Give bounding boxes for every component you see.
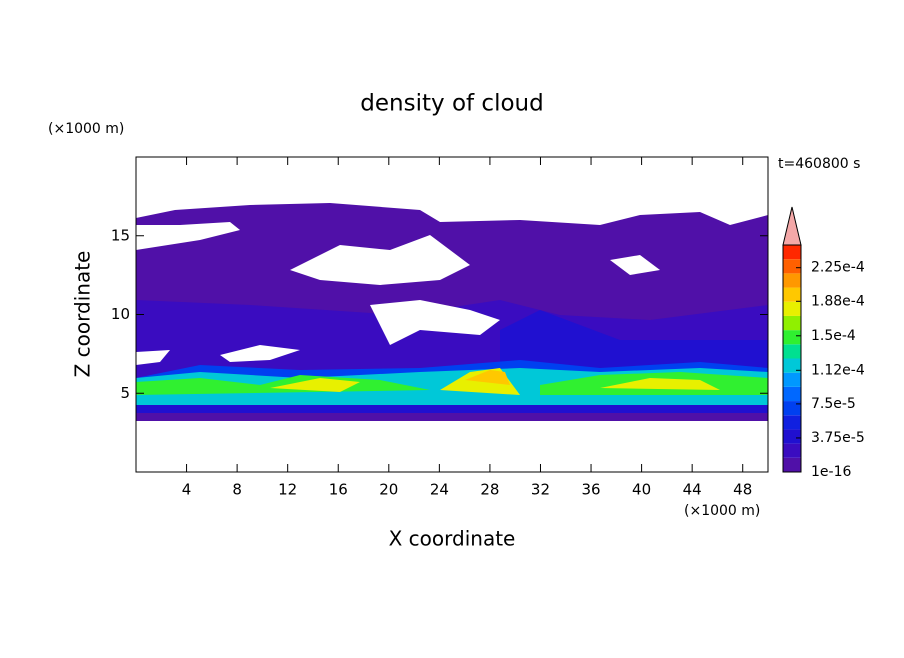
colorbar-frame — [782, 244, 802, 473]
lower-cloud — [600, 378, 720, 390]
y-tick-label: 5 — [120, 384, 130, 402]
x-unit: (×1000 m) — [684, 503, 760, 519]
x-tick-label: 8 — [232, 481, 242, 499]
x-tick-label: 24 — [430, 481, 449, 499]
colorbar-band — [783, 443, 801, 458]
colorbar-band — [783, 245, 801, 260]
colorbar-tick-label: 7.5e-5 — [811, 396, 856, 412]
colorbar-tick-label: 2.25e-4 — [811, 260, 865, 276]
colorbar-band — [783, 386, 801, 402]
colorbar-band — [783, 287, 801, 302]
x-tick-label: 32 — [531, 481, 550, 499]
colorbar-band — [783, 273, 801, 288]
x-tick-label: 36 — [581, 481, 600, 499]
chart-title: density of cloud — [360, 91, 543, 117]
colorbar-band — [783, 429, 801, 444]
time-label: t=460800 s — [778, 156, 860, 172]
colorbar-tick-label: 1e-16 — [811, 464, 851, 480]
lower-cloud — [136, 413, 768, 421]
colorbar-band — [783, 259, 801, 274]
y-unit: (×1000 m) — [48, 121, 124, 137]
x-tick-label: 20 — [379, 481, 398, 499]
y-tick-label: 15 — [111, 226, 130, 244]
gap — [370, 300, 500, 345]
colorbar-tick-label: 1.12e-4 — [811, 362, 865, 378]
x-tick-label: 16 — [329, 481, 348, 499]
x-tick-label: 48 — [733, 481, 752, 499]
colorbar-tick-label: 3.75e-5 — [811, 430, 865, 446]
x-tick-label: 28 — [480, 481, 499, 499]
cloud-field — [136, 203, 768, 421]
y-axis-label: Z coordinate — [71, 251, 95, 378]
x-axis-label: X coordinate — [389, 527, 516, 551]
colorbar-band — [783, 372, 801, 387]
gap — [136, 350, 170, 365]
lower-cloud — [136, 375, 430, 395]
colorbar-band — [783, 401, 801, 416]
lower-cloud — [465, 370, 510, 385]
x-tick-label: 40 — [632, 481, 651, 499]
gap — [220, 345, 300, 362]
x-tick-label: 44 — [683, 481, 702, 499]
gap — [136, 222, 240, 250]
colorbar-band — [783, 457, 801, 472]
colorbar-band — [783, 301, 801, 316]
gap — [610, 255, 660, 275]
gap — [290, 235, 470, 285]
x-tick-label: 4 — [182, 481, 192, 499]
colorbar-band — [783, 330, 801, 345]
colorbar-tick-label: 1.5e-4 — [811, 328, 856, 344]
x-tick-label: 12 — [278, 481, 297, 499]
colorbar-tick-label: 1.88e-4 — [811, 293, 865, 309]
colorbar-band — [783, 415, 801, 430]
colorbar-band — [783, 358, 801, 373]
lower-cloud — [270, 378, 360, 392]
y-tick-label: 10 — [111, 305, 130, 323]
colorbar-band — [783, 344, 801, 359]
colorbar-band — [783, 315, 801, 331]
